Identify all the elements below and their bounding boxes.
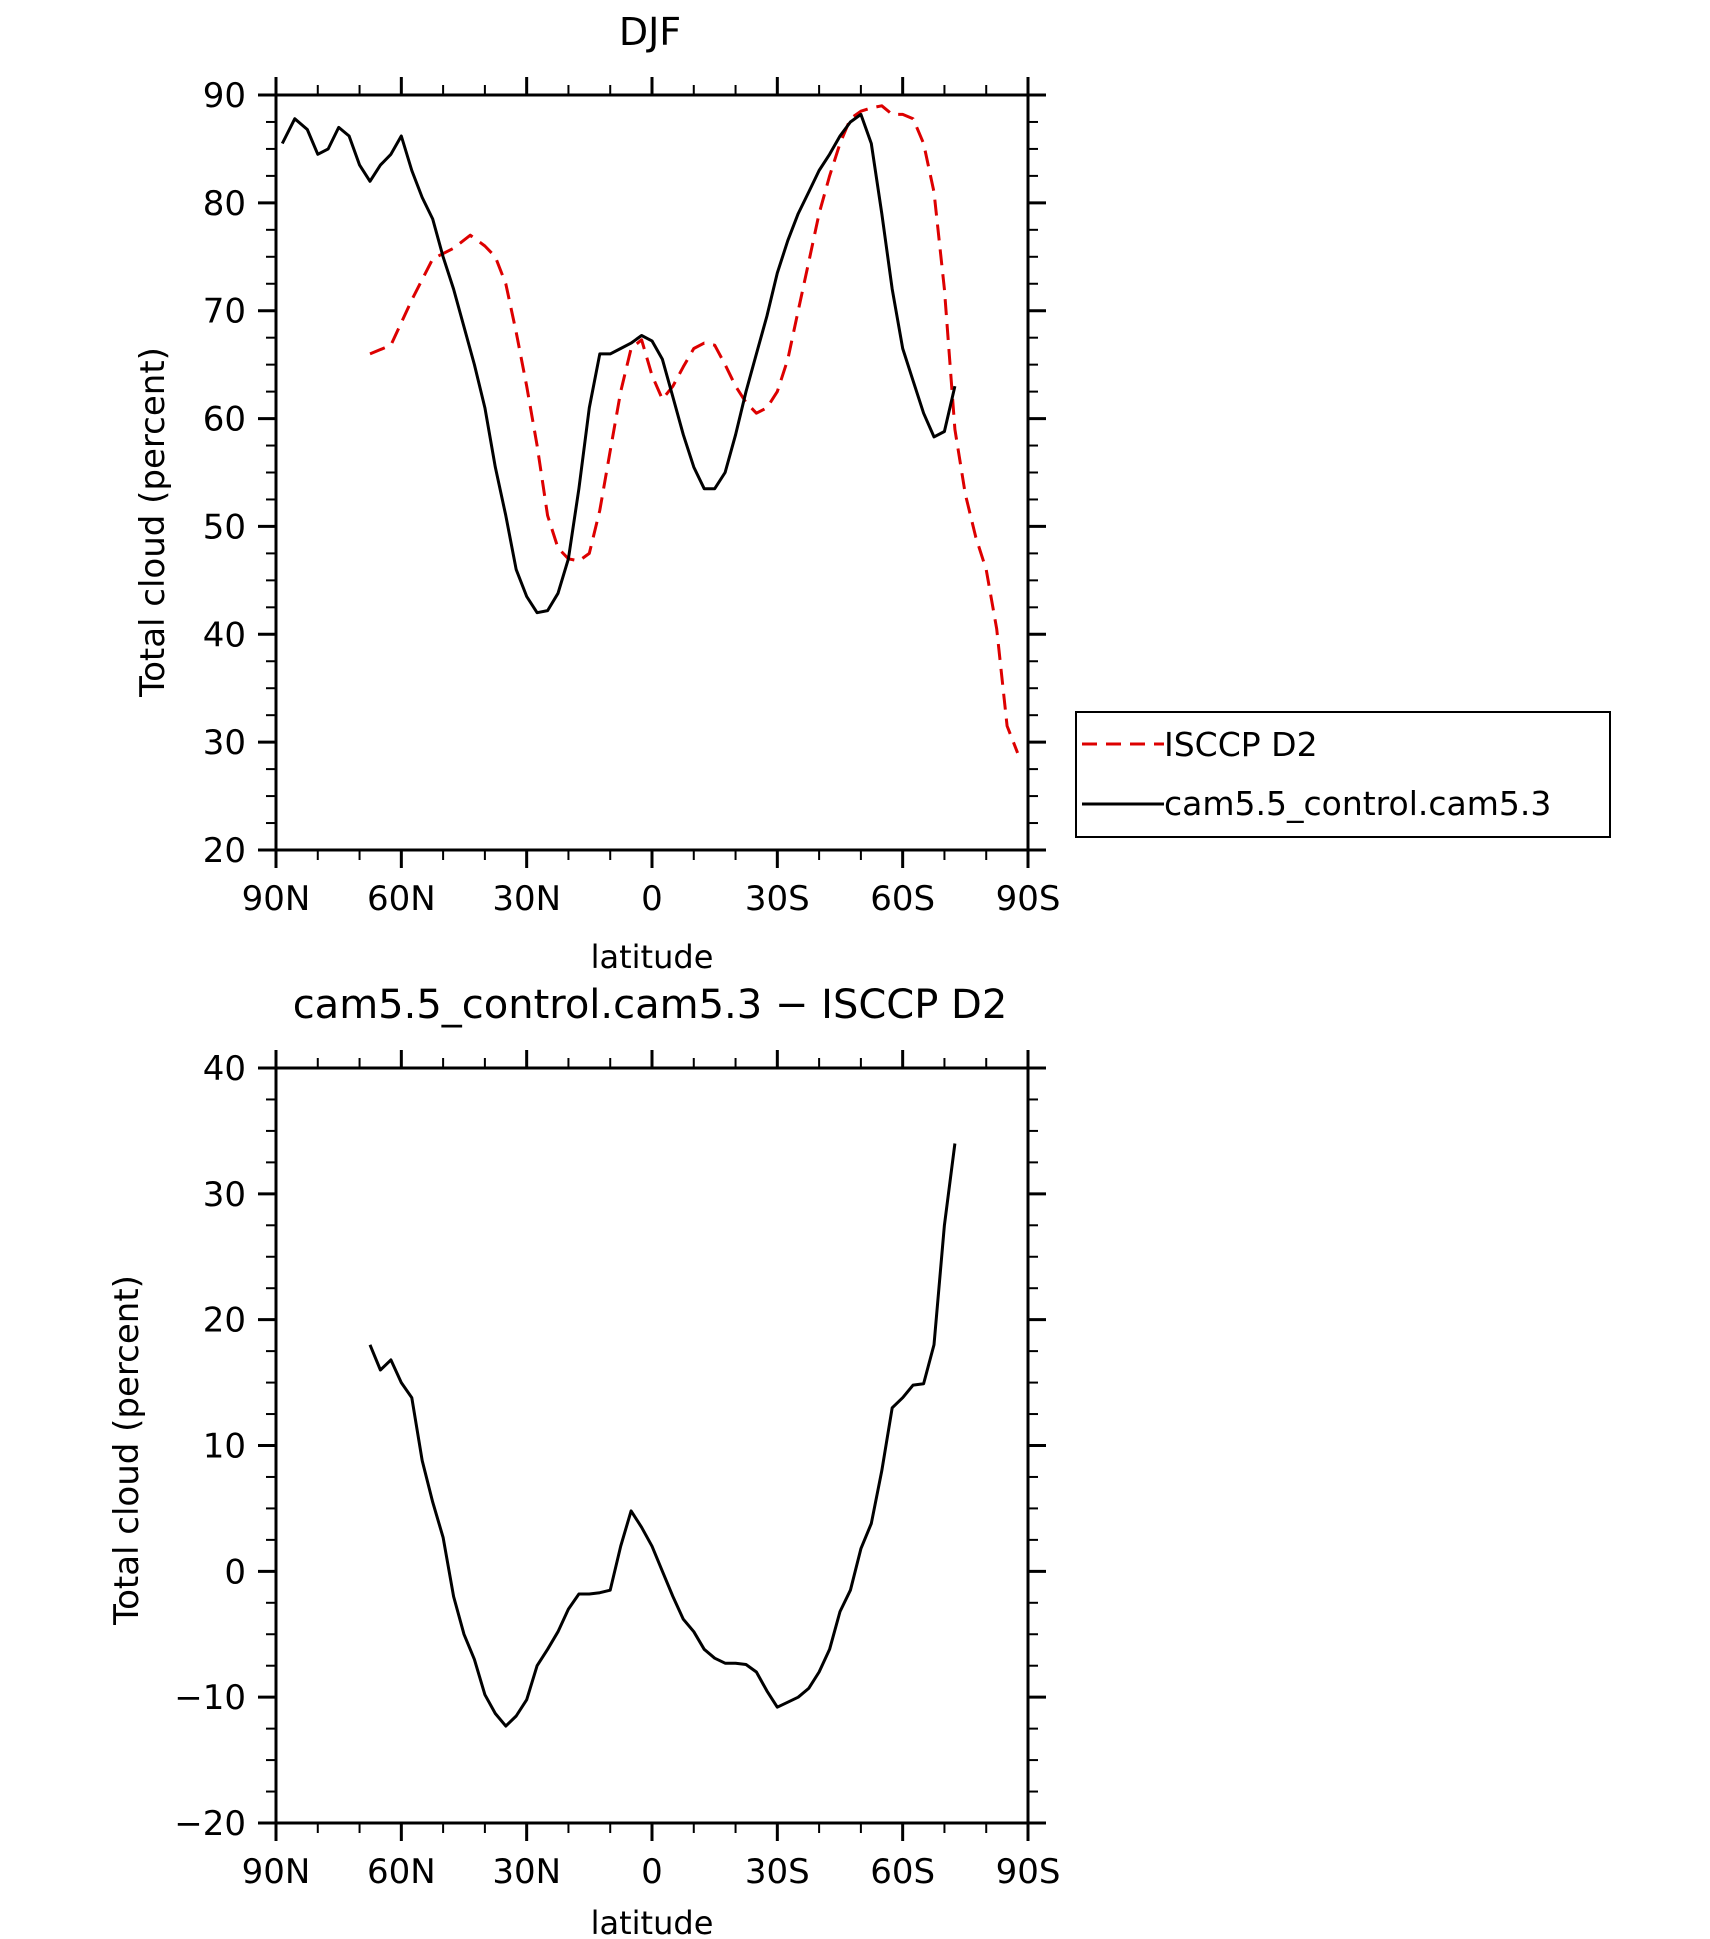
x-tick-label: 30S xyxy=(745,879,810,919)
x-tick-label: 30N xyxy=(492,879,561,919)
bottom-axis-ticks xyxy=(258,1050,1046,1841)
x-tick-label: 30N xyxy=(492,1852,561,1892)
x-tick-label: 30S xyxy=(745,1852,810,1892)
series-line-isccp-d2 xyxy=(369,104,1019,754)
y-tick-label: 90 xyxy=(203,76,246,116)
series-line-cam5-5-control-cam5-3 xyxy=(280,112,957,615)
y-tick-label: 50 xyxy=(203,507,246,547)
legend: ISCCP D2 cam5.5_control.cam5.3 xyxy=(1075,711,1611,838)
top-chart-title: DJF xyxy=(619,10,681,54)
legend-label-isccp: ISCCP D2 xyxy=(1164,725,1318,764)
top-y-axis-label: Total cloud (percent) xyxy=(133,347,173,698)
x-tick-label: 90N xyxy=(242,1852,311,1892)
bottom-plot-area xyxy=(258,1050,1046,1841)
y-tick-label: 0 xyxy=(224,1552,246,1592)
top-plot-area xyxy=(258,77,1046,868)
bottom-panel: cam5.5_control.cam5.3 − ISCCP D2 −20 −10 0… xyxy=(107,982,1060,1939)
bottom-y-axis-label: Total cloud (percent) xyxy=(107,1275,147,1626)
top-y-tick-labels: 20 30 40 50 60 70 80 90 xyxy=(203,76,246,871)
bottom-x-tick-labels: 90N 60N 30N 0 30S 60S 90S xyxy=(242,1852,1061,1892)
y-tick-label: 10 xyxy=(203,1427,246,1467)
y-tick-label: −20 xyxy=(174,1804,246,1844)
y-tick-label: 70 xyxy=(203,292,246,332)
top-x-axis-label: latitude xyxy=(591,938,714,976)
y-tick-label: 20 xyxy=(203,831,246,871)
bottom-x-axis-label: latitude xyxy=(591,1904,714,1939)
y-tick-label: 80 xyxy=(203,184,246,224)
y-tick-label: 40 xyxy=(203,615,246,655)
x-tick-label: 90S xyxy=(996,879,1061,919)
top-panel: DJF 20 30 40 50 60 70 80 90 90N 60N 30N 0 30S 60S 90S… xyxy=(133,10,1611,976)
y-tick-label: 20 xyxy=(203,1301,246,1341)
legend-box xyxy=(1075,711,1611,838)
x-tick-label: 60S xyxy=(870,1852,935,1892)
x-tick-label: 0 xyxy=(641,1852,663,1892)
y-tick-label: 40 xyxy=(203,1049,246,1089)
x-tick-label: 90N xyxy=(242,879,311,919)
y-tick-label: −10 xyxy=(174,1678,246,1718)
bottom-series-lines xyxy=(368,1143,957,1728)
bottom-y-tick-labels: −20 −10 0 10 20 30 40 xyxy=(174,1049,246,1844)
series-line-difference xyxy=(368,1143,957,1728)
bottom-plot-frame xyxy=(274,1066,1030,1825)
top-plot-frame xyxy=(274,93,1030,852)
y-tick-label: 30 xyxy=(203,1175,246,1215)
bottom-chart-title: cam5.5_control.cam5.3 − ISCCP D2 xyxy=(293,982,1008,1028)
top-axis-ticks xyxy=(258,77,1046,868)
legend-label-cam: cam5.5_control.cam5.3 xyxy=(1164,784,1551,823)
x-tick-label: 0 xyxy=(641,879,663,919)
y-tick-label: 30 xyxy=(203,723,246,763)
x-tick-label: 90S xyxy=(996,1852,1061,1892)
top-x-tick-labels: 90N 60N 30N 0 30S 60S 90S xyxy=(242,879,1061,919)
x-tick-label: 60S xyxy=(870,879,935,919)
top-series-lines xyxy=(280,104,1019,754)
x-tick-label: 60N xyxy=(367,879,436,919)
y-tick-label: 60 xyxy=(203,400,246,440)
x-tick-label: 60N xyxy=(367,1852,436,1892)
